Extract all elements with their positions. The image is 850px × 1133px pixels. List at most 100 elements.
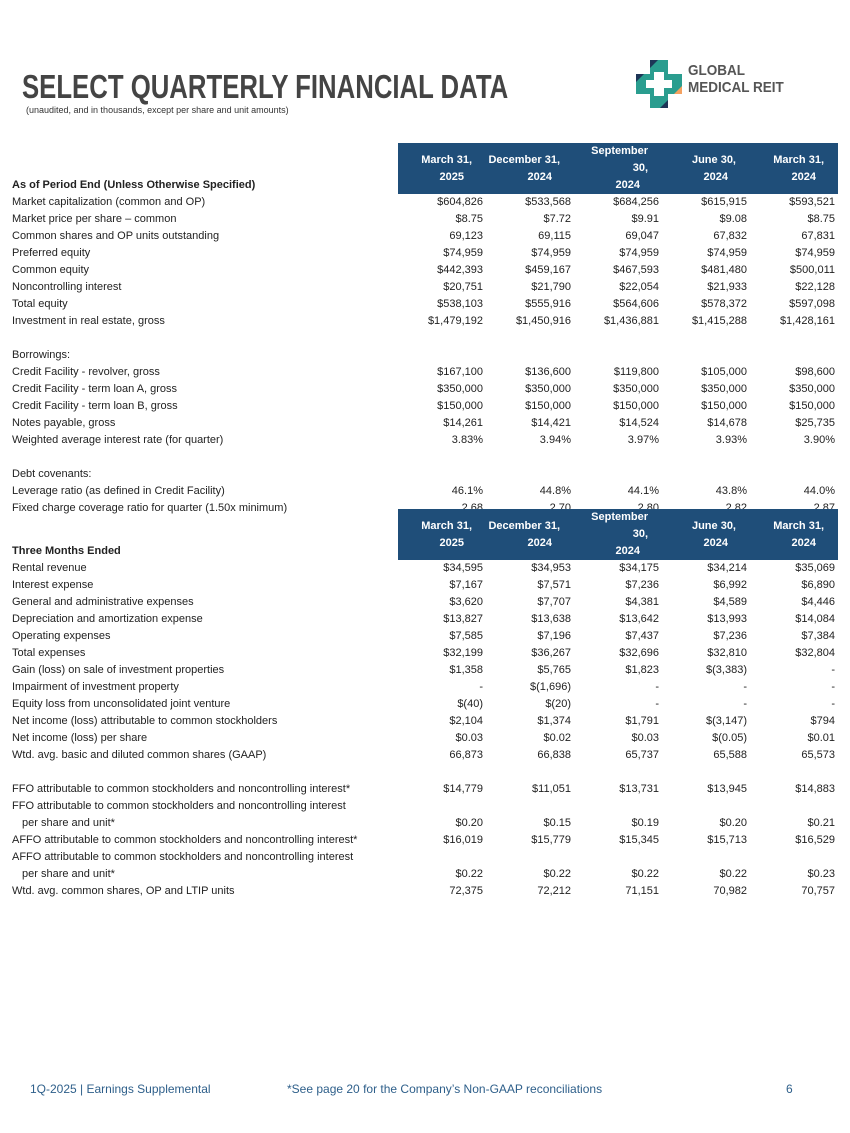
cell-value: $14,883 [795,783,835,795]
cell-value: $3,620 [449,596,483,608]
cell-value [486,347,574,364]
cell-value: - [831,681,835,693]
table-row: Common equity $442,393 $459,167 $467,593 $48… [12,262,838,279]
cell-value: 46.1% [451,485,483,497]
column-header: September 30, 2024 [574,143,662,194]
column-header: December 31, 2024 [486,509,574,560]
cell-value: $5,765 [537,664,571,676]
column-header-line1: March 31, [421,153,472,166]
cell-value: $597,098 [789,298,835,310]
table-row: AFFO attributable to common stockholders… [12,832,838,849]
cell-value: $533,568 [525,196,571,208]
row-label: Common shares and OP units outstanding [12,230,220,242]
cell-value [398,347,486,364]
column-header-line1: March 31, [773,519,824,532]
cell-value: $0.22 [543,868,571,880]
table-row: General and administrative expenses $3,62… [12,594,838,611]
cell-value [574,449,662,466]
logo-text-line2: MEDICAL REIT [688,79,784,96]
cell-value [574,798,662,815]
cell-value: $1,479,192 [427,315,483,327]
table-row: per share and unit* $0.20 $0.15 $0.19 $0.20 $… [12,815,838,832]
row-label: Net income (loss) per share [12,732,148,744]
cell-value: $442,393 [437,264,483,276]
row-label: AFFO attributable to common stockholders… [12,851,354,863]
row-label: Common equity [12,264,90,276]
cell-value: 44.0% [803,485,835,497]
cell-value: $555,916 [525,298,571,310]
cell-value: $32,810 [707,647,747,659]
company-logo: GLOBAL MEDICAL REIT [636,60,796,108]
cell-value: $150,000 [525,400,571,412]
row-label: Fixed charge coverage ratio for quarter … [12,502,288,514]
column-header-line2: 2025 [439,536,464,549]
cell-value: $16,529 [795,834,835,846]
column-header-line1: March 31, [421,519,472,532]
cell-value [486,466,574,483]
cell-value: $11,051 [532,783,571,795]
cell-value: 3.97% [627,434,659,446]
table-row: Investment in real estate, gross $1,479,1… [12,313,838,330]
column-header-line2: 2024 [703,536,728,549]
cell-value: $13,993 [707,613,747,625]
cell-value: $7,167 [449,579,483,591]
cell-value: $34,214 [707,562,747,574]
cell-value [750,764,838,781]
table-row: Wtd. avg. common shares, OP and LTIP uni… [12,883,838,900]
row-label [12,449,398,466]
column-header-line1: June 30, [691,519,736,532]
logo-text: GLOBAL MEDICAL REIT [688,62,784,96]
cell-value: 71,151 [625,885,659,897]
cell-value: $7,571 [537,579,571,591]
spacer-row [12,764,838,781]
cell-value: $0.23 [807,868,835,880]
footer-doc-label: 1Q-2025 | Earnings Supplemental [30,1082,211,1096]
table-row: Net income (loss) per share $0.03 $0.02 $0.… [12,730,838,747]
table-row: Market capitalization (common and OP) $60… [12,194,838,211]
column-header: March 31, 2024 [750,143,838,194]
row-label: Wtd. avg. basic and diluted common share… [12,749,267,761]
cell-value: $14,678 [707,417,747,429]
cell-value: $(40) [457,698,483,710]
table-row: Borrowings: [12,347,838,364]
column-header: December 31, 2024 [486,143,574,194]
row-label: Net income (loss) attributable to common… [12,715,278,727]
row-label: Leverage ratio (as defined in Credit Fac… [12,485,225,497]
spacer-row [12,449,838,466]
cell-value [662,449,750,466]
row-label: Total equity [12,298,68,310]
cell-value: $1,823 [625,664,659,676]
cell-value: 65,588 [713,749,747,761]
cell-value: 72,212 [537,885,571,897]
table-row: Notes payable, gross $14,261 $14,421 $14,52… [12,415,838,432]
cell-value: $593,521 [789,196,835,208]
table-row: Interest expense $7,167 $7,571 $7,236 $6,992… [12,577,838,594]
column-header-line2: 2024 [615,545,640,557]
cell-value: $22,054 [619,281,659,293]
column-header-line1: September 30, [591,511,648,540]
cell-value [574,330,662,347]
cell-value [662,849,750,866]
column-header: March 31, 2024 [750,509,838,560]
cell-value: $538,103 [437,298,483,310]
column-header: March 31, 2025 [398,143,486,194]
table-row: Equity loss from unconsolidated joint ve… [12,696,838,713]
cell-value: $794 [810,715,835,727]
cell-value [486,330,574,347]
table-row: Operating expenses $7,585 $7,196 $7,437 $7,2… [12,628,838,645]
row-label: Depreciation and amortization expense [12,613,203,625]
row-label: Noncontrolling interest [12,281,122,293]
cell-value: $136,600 [525,366,571,378]
table-row: Wtd. avg. basic and diluted common share… [12,747,838,764]
cell-value: $(1,696) [530,681,571,693]
cell-value: 69,123 [449,230,483,242]
table-row: Net income (loss) attributable to common… [12,713,838,730]
table-row: Total equity $538,103 $555,916 $564,606 $578… [12,296,838,313]
table-row: Impairment of investment property - $(1,69… [12,679,838,696]
table-row: Noncontrolling interest $20,751 $21,790 $22… [12,279,838,296]
row-label [12,330,398,347]
column-header-line2: 2024 [527,170,552,183]
cell-value: $34,595 [443,562,483,574]
cell-value: 66,838 [537,749,571,761]
cell-value: $8.75 [807,213,835,225]
